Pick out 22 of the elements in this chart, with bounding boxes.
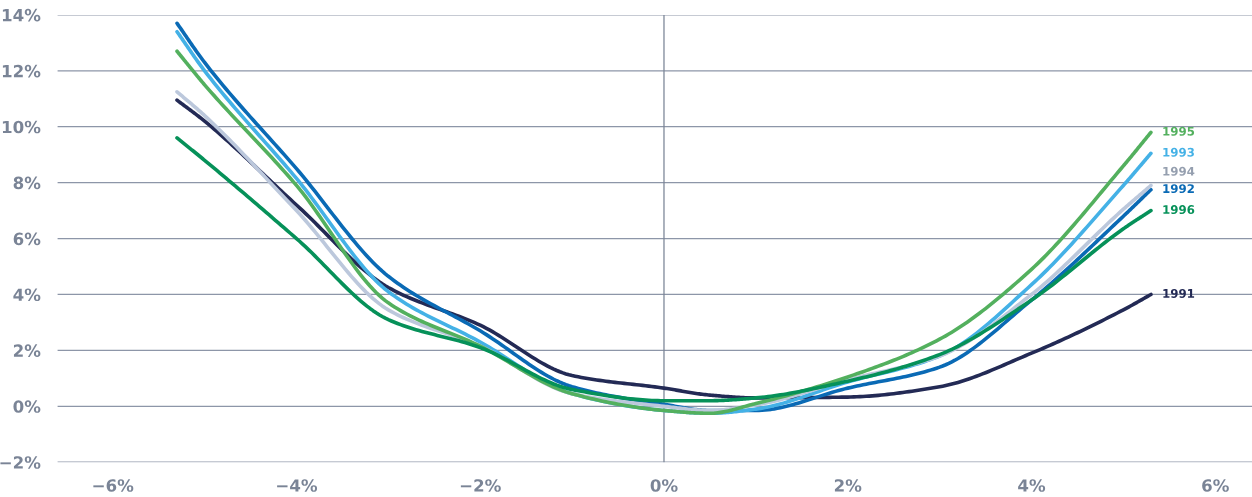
series-label: 1992	[1163, 184, 1194, 194]
y-tick-label: 14%	[2, 8, 41, 22]
y-tick-label: 12%	[2, 64, 41, 78]
y-tick-label: 8%	[13, 176, 41, 190]
y-tick-label: 2%	[13, 344, 41, 357]
x-tick-label: −6%	[93, 479, 134, 492]
y-tick-label: 6%	[13, 232, 41, 246]
x-tick-label: 0%	[650, 479, 678, 492]
series-label: 1994	[1163, 166, 1195, 176]
x-tick-label: 4%	[1018, 479, 1046, 492]
series-label: 1993	[1163, 147, 1194, 157]
y-tick-label: 10%	[2, 120, 41, 134]
x-tick-label: −2%	[460, 479, 501, 492]
x-tick-label: 6%	[1202, 479, 1229, 492]
y-tick-label: 4%	[13, 288, 41, 302]
x-tick-label: −4%	[277, 479, 318, 492]
series-label: 1995	[1163, 126, 1195, 136]
series-label: 1996	[1163, 205, 1195, 215]
y-tick-label: −2%	[0, 456, 41, 469]
x-tick-label: 2%	[834, 479, 862, 492]
series-label: 1991	[1163, 288, 1195, 298]
y-tick-label: 0%	[13, 400, 41, 413]
